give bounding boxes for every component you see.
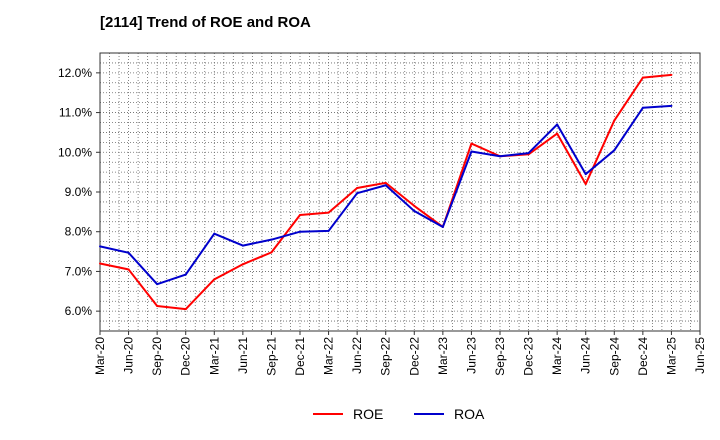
roa-data-point xyxy=(241,244,244,247)
y-tick-label: 12.0% xyxy=(58,66,92,80)
roa-data-point xyxy=(156,283,159,286)
roe-data-point xyxy=(556,132,559,135)
legend: ROE ROA xyxy=(313,406,485,422)
x-tick-label: Jun-22 xyxy=(350,337,364,374)
roa-data-point xyxy=(613,149,616,152)
roa-data-point xyxy=(127,251,130,254)
x-tick-label: Sep-22 xyxy=(379,337,393,376)
x-tick-label: Jun-25 xyxy=(693,337,707,374)
roe-data-point xyxy=(327,211,330,214)
roe-data-point xyxy=(670,73,673,76)
x-tick-label: Dec-22 xyxy=(407,337,421,376)
roe-data-point xyxy=(184,308,187,311)
roe-data-point xyxy=(613,119,616,122)
y-tick-label: 10.0% xyxy=(58,145,92,159)
roa-data-point xyxy=(270,238,273,241)
x-tick-label: Jun-24 xyxy=(579,337,593,374)
legend-label-roe: ROE xyxy=(353,406,383,422)
x-tick-label: Sep-23 xyxy=(493,337,507,376)
roe-data-point xyxy=(241,263,244,266)
x-tick-label: Jun-21 xyxy=(236,337,250,374)
roa-data-point xyxy=(99,245,101,248)
x-tick-label: Mar-25 xyxy=(664,337,678,375)
legend-label-roa: ROA xyxy=(454,406,485,422)
roe-data-point xyxy=(99,262,101,265)
roe-data-point xyxy=(299,214,301,217)
roe-data-point xyxy=(270,251,273,254)
roa-data-point xyxy=(556,123,559,126)
roa-data-point xyxy=(641,106,644,109)
roa-data-point xyxy=(327,229,330,232)
x-tick-label: Mar-23 xyxy=(436,337,450,375)
roa-data-point xyxy=(356,192,359,195)
roe-data-point xyxy=(470,142,473,145)
roa-data-point xyxy=(441,225,444,228)
roa-data-point xyxy=(384,184,387,187)
roa-data-point xyxy=(527,152,530,155)
x-tick-label: Sep-21 xyxy=(264,337,278,376)
y-tick-label: 7.0% xyxy=(65,264,93,278)
roe-data-point xyxy=(156,304,159,307)
roa-data-point xyxy=(413,210,416,213)
y-tick-label: 6.0% xyxy=(65,304,93,318)
x-tick-label: Jun-20 xyxy=(122,337,136,374)
roa-data-point xyxy=(213,232,216,235)
x-tick-label: Mar-24 xyxy=(550,337,564,375)
x-tick-label: Dec-23 xyxy=(522,337,536,376)
x-tick-label: Sep-20 xyxy=(150,337,164,376)
roa-data-point xyxy=(670,104,673,107)
roa-data-point xyxy=(184,273,187,276)
roe-data-point xyxy=(584,183,587,186)
chart-title: [2114] Trend of ROE and ROA xyxy=(100,14,311,31)
x-tick-label: Dec-24 xyxy=(636,337,650,376)
y-tick-label: 8.0% xyxy=(65,225,93,239)
roa-data-point xyxy=(499,155,501,158)
x-tick-label: Mar-22 xyxy=(322,337,336,375)
roe-data-point xyxy=(384,181,387,184)
x-tick-label: Sep-24 xyxy=(607,337,621,376)
roa-data-point xyxy=(299,230,301,233)
x-tick-label: Mar-21 xyxy=(207,337,221,375)
roa-data-point xyxy=(584,173,587,176)
roe-data-point xyxy=(413,204,416,207)
roe-data-point xyxy=(127,268,130,271)
roe-data-point xyxy=(213,278,216,281)
roe-data-point xyxy=(356,187,359,190)
x-tick-label: Jun-23 xyxy=(464,337,478,374)
x-tick-label: Mar-20 xyxy=(93,337,107,375)
grid xyxy=(100,53,700,331)
x-tick-label: Dec-21 xyxy=(293,337,307,376)
y-tick-label: 9.0% xyxy=(65,185,93,199)
y-tick-label: 11.0% xyxy=(59,106,92,120)
roe-data-point xyxy=(641,76,644,79)
roa-data-point xyxy=(470,150,473,153)
x-tick-label: Dec-20 xyxy=(179,337,193,376)
